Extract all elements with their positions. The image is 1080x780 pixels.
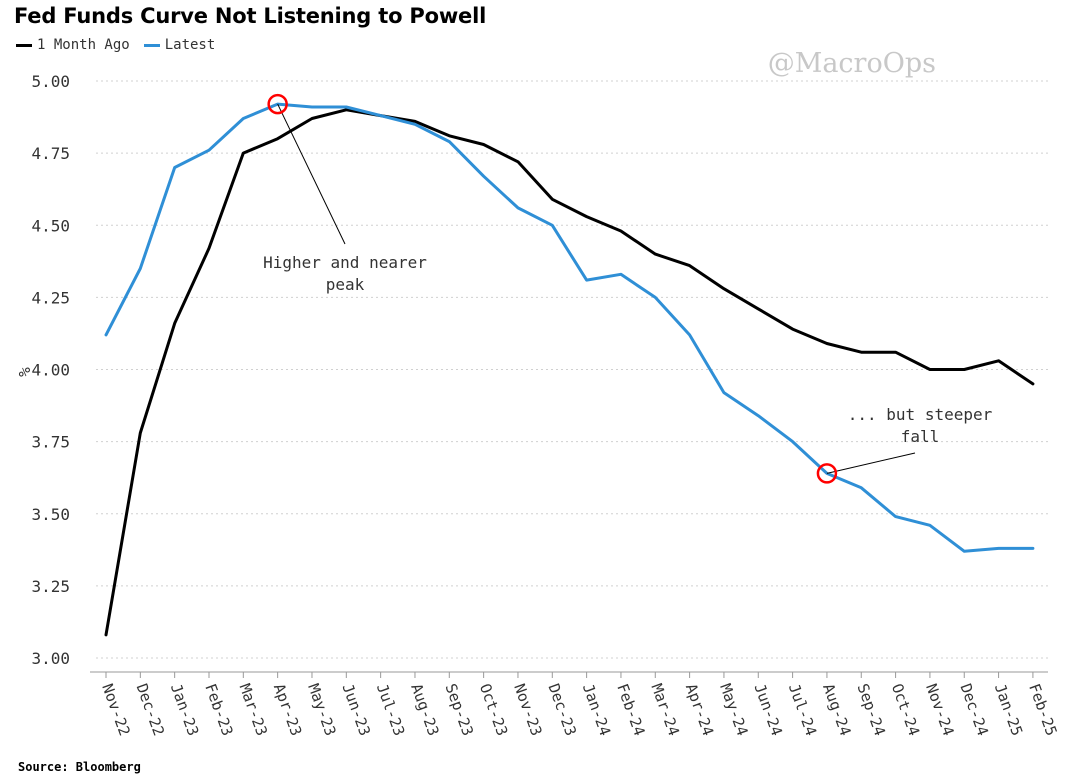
x-tick-label: Dec-23	[545, 681, 580, 738]
x-tick-label: Mar-23	[236, 681, 271, 738]
x-tick-label: Jan-24	[579, 681, 614, 738]
legend-swatch-month-ago	[16, 43, 32, 47]
annotation-marker	[816, 463, 838, 484]
x-tick-label: Jul-23	[373, 681, 408, 738]
chart-legend: 1 Month Ago Latest	[16, 37, 229, 53]
x-tick-label: Sep-23	[442, 681, 477, 738]
y-tick-label: 4.75	[31, 144, 70, 163]
x-tick-label: Apr-24	[682, 681, 717, 738]
x-tick-label: Jun-24	[751, 681, 786, 738]
y-axis-label: %	[15, 367, 34, 377]
annotation-text: peak	[326, 275, 365, 294]
chart-title: Fed Funds Curve Not Listening to Powell	[14, 4, 487, 28]
annotation-text: ... but steeper	[848, 405, 993, 424]
legend-item-month-ago: 1 Month Ago	[16, 37, 130, 53]
annotation-leader	[826, 452, 916, 474]
x-tick-label: Oct-23	[476, 681, 511, 738]
x-tick-label: Nov-22	[98, 681, 133, 738]
y-tick-label: 3.50	[31, 505, 70, 524]
x-tick-label: Feb-24	[613, 681, 648, 738]
x-tick-label: Feb-23	[201, 681, 236, 738]
legend-label-latest: Latest	[164, 37, 216, 53]
x-tick-label: Aug-23	[407, 681, 442, 738]
series-line-month-ago	[104, 108, 1035, 637]
x-tick-label: Jan-25	[991, 681, 1026, 738]
x-tick-label: Apr-23	[270, 681, 305, 738]
x-tick-label: Jul-24	[785, 681, 820, 738]
annotation-text: Higher and nearer	[263, 253, 427, 272]
annotation-text: fall	[901, 427, 940, 446]
y-tick-label: 4.00	[31, 361, 70, 380]
y-axis: 5.00 4.75 4.50 4.25 4.00 3.75 3.50 3.25 3.00%	[15, 72, 70, 668]
x-tick-label: Aug-24	[819, 681, 854, 738]
grid-group	[96, 80, 1048, 659]
y-tick-label: 3.25	[31, 577, 70, 596]
x-tick-label: May-23	[304, 681, 339, 738]
x-tick-label: Jan-23	[167, 681, 202, 738]
series-line-latest	[104, 102, 1035, 553]
y-tick-label: 5.00	[31, 72, 70, 91]
x-tick-label: Jun-23	[339, 681, 374, 738]
x-tick-label: Dec-24	[956, 681, 991, 738]
legend-item-latest: Latest	[143, 37, 216, 53]
y-tick-label: 4.50	[31, 216, 70, 235]
x-tick-label: Mar-24	[648, 681, 683, 738]
source-note: Source: Bloomberg	[18, 760, 141, 774]
legend-label-month-ago: 1 Month Ago	[37, 37, 130, 53]
x-tick-label: Nov-23	[510, 681, 545, 738]
annotation-leader	[277, 103, 346, 245]
y-tick-label: 3.00	[31, 649, 70, 668]
x-tick-label: Nov-24	[922, 681, 957, 738]
x-tick-label: Feb-25	[1025, 681, 1060, 738]
y-tick-label: 4.25	[31, 288, 70, 307]
x-tick-label: Dec-22	[133, 681, 168, 738]
y-tick-label: 3.75	[31, 433, 70, 452]
x-tick-label: Oct-24	[888, 681, 923, 738]
x-tick-label: May-24	[716, 681, 751, 738]
legend-swatch-latest	[143, 43, 160, 47]
annotation-marker	[267, 93, 288, 115]
x-axis: Nov-22Dec-22Jan-23Feb-23Mar-23Apr-23May-…	[98, 672, 1061, 738]
watermark: @MacroOps	[767, 48, 936, 79]
x-tick-label: Sep-24	[854, 681, 889, 738]
